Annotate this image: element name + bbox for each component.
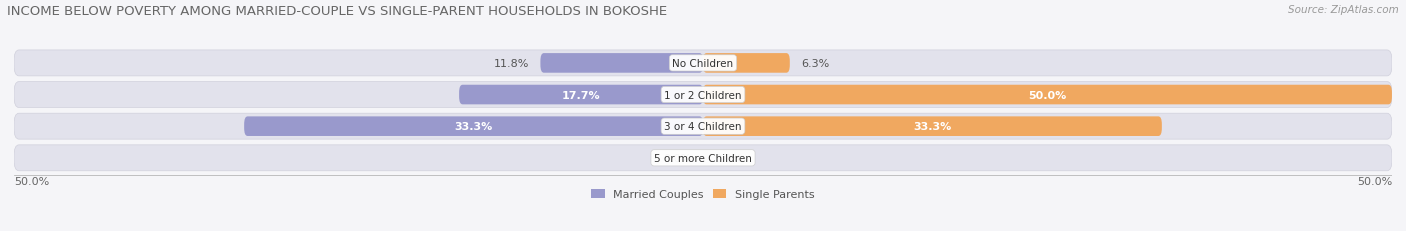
Text: 6.3%: 6.3%	[801, 59, 830, 69]
Text: 1 or 2 Children: 1 or 2 Children	[664, 90, 742, 100]
FancyBboxPatch shape	[245, 117, 703, 136]
Text: 11.8%: 11.8%	[494, 59, 530, 69]
FancyBboxPatch shape	[703, 85, 1392, 105]
Text: 50.0%: 50.0%	[1028, 90, 1067, 100]
FancyBboxPatch shape	[540, 54, 703, 73]
FancyBboxPatch shape	[14, 82, 1392, 108]
FancyBboxPatch shape	[14, 51, 1392, 76]
FancyBboxPatch shape	[703, 117, 1161, 136]
FancyBboxPatch shape	[703, 54, 790, 73]
Text: Source: ZipAtlas.com: Source: ZipAtlas.com	[1288, 5, 1399, 15]
Text: 33.3%: 33.3%	[914, 122, 952, 132]
Text: 3 or 4 Children: 3 or 4 Children	[664, 122, 742, 132]
Text: 50.0%: 50.0%	[14, 176, 49, 186]
Text: 33.3%: 33.3%	[454, 122, 492, 132]
Text: 5 or more Children: 5 or more Children	[654, 153, 752, 163]
Legend: Married Couples, Single Parents: Married Couples, Single Parents	[592, 189, 814, 200]
Text: No Children: No Children	[672, 59, 734, 69]
FancyBboxPatch shape	[460, 85, 703, 105]
Text: 0.0%: 0.0%	[664, 153, 692, 163]
FancyBboxPatch shape	[14, 114, 1392, 140]
Text: 50.0%: 50.0%	[1357, 176, 1392, 186]
Text: 17.7%: 17.7%	[562, 90, 600, 100]
Text: 0.0%: 0.0%	[714, 153, 742, 163]
FancyBboxPatch shape	[14, 145, 1392, 171]
Text: INCOME BELOW POVERTY AMONG MARRIED-COUPLE VS SINGLE-PARENT HOUSEHOLDS IN BOKOSHE: INCOME BELOW POVERTY AMONG MARRIED-COUPL…	[7, 5, 668, 18]
